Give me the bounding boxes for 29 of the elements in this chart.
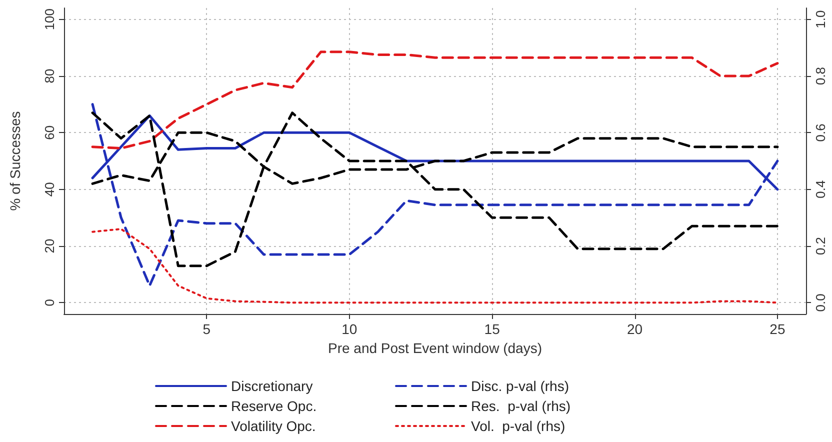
y2-tick-label: 0.2 (813, 236, 828, 256)
y-tick-label: 20 (42, 238, 57, 254)
y2-tick-label: 0.4 (813, 180, 828, 198)
legend-label: Disc. p-val (rhs) (471, 378, 570, 394)
line-series (91, 50, 779, 150)
x-axis-title: Pre and Post Event window (days) (328, 340, 542, 356)
y2-tick-label: 0.8 (813, 66, 828, 86)
x-tick-label: 15 (484, 321, 500, 337)
line-series (92, 228, 778, 304)
y2-tick-label: 0.0 (813, 294, 828, 312)
legend-label: Vol. p-val (rhs) (471, 418, 566, 434)
y-axis-title: % of Successes (7, 111, 23, 211)
y-tick-label: 80 (42, 68, 57, 84)
legend-label: Res. p-val (rhs) (471, 398, 571, 414)
x-tick-label: 10 (342, 321, 358, 337)
legend-label: Reserve Opc. (231, 398, 317, 414)
line-series (91, 112, 779, 268)
y-tick-label: 40 (42, 182, 57, 197)
y-tick-label: 100 (42, 8, 57, 30)
line-series (91, 103, 779, 287)
y2-tick-label: 1.0 (813, 10, 828, 28)
y2-tick-label: 0.6 (813, 124, 828, 142)
y-tick-label: 60 (42, 125, 57, 140)
y-tick-label: 0 (42, 299, 57, 306)
x-tick-label: 25 (770, 321, 786, 337)
x-tick-label: 20 (626, 321, 643, 337)
legend-label: Volatility Opc. (231, 418, 316, 434)
legend-label: Discretionary (231, 378, 313, 394)
x-tick-label: 5 (202, 321, 211, 337)
